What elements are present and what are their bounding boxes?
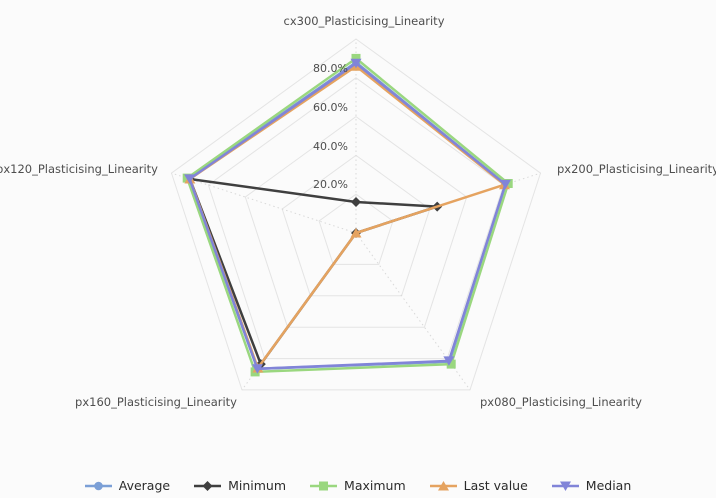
grid-ring-60 [244, 115, 468, 328]
legend-item-median[interactable]: Median [551, 478, 632, 493]
minimum-legend-marker [194, 480, 222, 491]
median-marker [443, 356, 455, 366]
median-legend-marker [551, 481, 579, 491]
legend-item-average[interactable]: Average [84, 478, 171, 493]
radial-tick-40: 40.0% [313, 140, 348, 153]
grid-ring-40 [281, 154, 431, 297]
last-value-legend-marker [429, 480, 457, 490]
legend-label-median: Median [585, 478, 632, 493]
maximum-marker [351, 53, 361, 63]
axis-label-px200: px200_Plasticising_Linearity [557, 162, 716, 176]
legend-item-minimum[interactable]: Minimum [194, 478, 286, 493]
radial-tick-60: 60.0% [313, 101, 348, 114]
legend-item-maximum[interactable]: Maximum [310, 478, 406, 493]
maximum-marker [446, 359, 456, 369]
radial-tick-80: 80.0% [313, 62, 348, 75]
legend-label-minimum: Minimum [228, 478, 287, 493]
maximum-series-line [185, 56, 510, 374]
median-marker [184, 174, 196, 184]
axis-label-px120: px120_Plasticising_Linearity [0, 162, 158, 176]
grid-ring-100 [170, 38, 542, 391]
grid-ring-20 [318, 193, 394, 265]
grid-ring-80 [207, 77, 505, 360]
legend-label-last-value: Last value [463, 478, 528, 493]
legend-item-last-value[interactable]: Last value [429, 478, 528, 493]
last-value-marker [350, 228, 362, 238]
radial-axis-line [355, 232, 471, 391]
legend: Average Minimum Maximum Last value Median [0, 478, 716, 493]
radar-plot-area [170, 38, 542, 391]
axis-label-cx300: cx300_Plasticising_Linearity [283, 14, 445, 28]
minimum-series-line [187, 177, 438, 367]
median-series-line [188, 61, 507, 371]
maximum-legend-marker [310, 481, 338, 490]
axis-label-px160: px160_Plasticising_Linearity [75, 395, 237, 409]
legend-label-maximum: Maximum [344, 478, 406, 493]
median-marker [251, 364, 263, 374]
radial-axis-line [171, 172, 357, 234]
axis-label-px080: px080_Plasticising_Linearity [480, 395, 642, 409]
radial-tick-20: 20.0% [313, 178, 348, 191]
average-legend-marker [84, 481, 112, 490]
minimum-marker [351, 197, 361, 207]
median-marker [350, 58, 362, 69]
legend-label-average: Average [118, 478, 171, 493]
median-marker [499, 179, 511, 190]
